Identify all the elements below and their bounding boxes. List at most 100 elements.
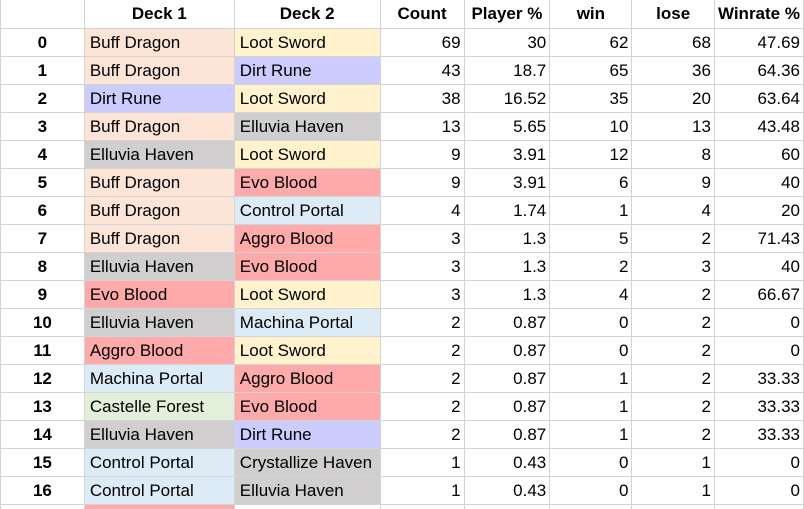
deck2-cell: Evo Blood — [233, 391, 381, 421]
deck2-cell: Crystallize Haven — [233, 447, 381, 477]
winrate-cell: 33.33 — [713, 363, 804, 393]
win-cell: 5 — [549, 223, 633, 253]
header-lose: lose — [631, 0, 715, 29]
row-index: 3 — [0, 111, 85, 141]
lose-cell: 1 — [631, 447, 715, 477]
winrate-cell: 40 — [713, 251, 804, 281]
deck1-cell: Buff Dragon — [83, 167, 235, 197]
count-cell: 9 — [379, 139, 465, 169]
lose-cell: 2 — [631, 335, 715, 365]
deck1-cell: Elluvia Haven — [83, 419, 235, 449]
count-cell: 4 — [379, 195, 465, 225]
row-index: 16 — [0, 475, 85, 505]
deck1-cell: Elluvia Haven — [83, 139, 235, 169]
count-cell: 2 — [379, 391, 465, 421]
deck1-cell: Elluvia Haven — [83, 251, 235, 281]
header-deck2: Deck 2 — [233, 0, 381, 29]
player-pct-cell: 5.65 — [463, 111, 551, 141]
winrate-cell: 0 — [713, 335, 804, 365]
deck1-cell: Buff Dragon — [83, 195, 235, 225]
lose-cell: 13 — [631, 111, 715, 141]
winrate-cell: 66.67 — [713, 279, 804, 309]
table-row: 0 Buff Dragon Loot Sword 69 30 62 68 47.69 — [0, 27, 804, 57]
count-cell: 1 — [379, 475, 465, 505]
row-index: 1 — [0, 55, 85, 85]
lose-cell: 4 — [631, 195, 715, 225]
lose-cell: 2 — [631, 279, 715, 309]
deck2-cell-partial — [233, 503, 381, 509]
deck1-cell-partial — [83, 503, 235, 509]
table-row: 4 Elluvia Haven Loot Sword 9 3.91 12 8 60 — [0, 139, 804, 169]
win-cell: 0 — [549, 335, 633, 365]
row-index: 12 — [0, 363, 85, 393]
winrate-cell: 0 — [713, 475, 804, 505]
player-pct-cell: 3.91 — [463, 139, 551, 169]
header-win: win — [549, 0, 633, 29]
player-pct-cell-partial — [463, 503, 551, 509]
table-row: 13 Castelle Forest Evo Blood 2 0.87 1 2 33.33 — [0, 391, 804, 421]
deck1-cell: Aggro Blood — [83, 335, 235, 365]
winrate-cell: 60 — [713, 139, 804, 169]
header-winrate: Winrate % — [713, 0, 804, 29]
table-row: 5 Buff Dragon Evo Blood 9 3.91 6 9 40 — [0, 167, 804, 197]
lose-cell-partial — [631, 503, 715, 509]
deck2-cell: Loot Sword — [233, 335, 381, 365]
deck2-cell: Elluvia Haven — [233, 111, 381, 141]
header-count: Count — [379, 0, 465, 29]
winrate-cell: 20 — [713, 195, 804, 225]
winrate-cell: 47.69 — [713, 27, 804, 57]
lose-cell: 2 — [631, 391, 715, 421]
count-cell: 2 — [379, 307, 465, 337]
table-row-partial — [0, 503, 804, 509]
deck1-cell: Control Portal — [83, 475, 235, 505]
table-row: 15 Control Portal Crystallize Haven 1 0.43 0 1… — [0, 447, 804, 477]
table-row: 14 Elluvia Haven Dirt Rune 2 0.87 1 2 33.33 — [0, 419, 804, 449]
row-index: 15 — [0, 447, 85, 477]
count-cell: 2 — [379, 363, 465, 393]
deck2-cell: Loot Sword — [233, 279, 381, 309]
header-index — [0, 0, 85, 29]
header-player-pct: Player % — [463, 0, 551, 29]
deck1-cell: Buff Dragon — [83, 55, 235, 85]
deck1-cell: Dirt Rune — [83, 83, 235, 113]
win-cell: 2 — [549, 251, 633, 281]
table-row: 11 Aggro Blood Loot Sword 2 0.87 0 2 0 — [0, 335, 804, 365]
row-index: 5 — [0, 167, 85, 197]
count-cell: 2 — [379, 419, 465, 449]
count-cell: 1 — [379, 447, 465, 477]
player-pct-cell: 0.87 — [463, 363, 551, 393]
lose-cell: 2 — [631, 223, 715, 253]
win-cell: 10 — [549, 111, 633, 141]
deck2-cell: Aggro Blood — [233, 363, 381, 393]
deck1-cell: Castelle Forest — [83, 391, 235, 421]
lose-cell: 2 — [631, 307, 715, 337]
count-cell: 13 — [379, 111, 465, 141]
deck2-cell: Machina Portal — [233, 307, 381, 337]
count-cell: 3 — [379, 279, 465, 309]
player-pct-cell: 0.43 — [463, 475, 551, 505]
win-cell: 0 — [549, 307, 633, 337]
win-cell: 6 — [549, 167, 633, 197]
player-pct-cell: 1.3 — [463, 279, 551, 309]
lose-cell: 2 — [631, 419, 715, 449]
win-cell: 1 — [549, 363, 633, 393]
deck2-cell: Aggro Blood — [233, 223, 381, 253]
player-pct-cell: 0.87 — [463, 419, 551, 449]
table-row: 9 Evo Blood Loot Sword 3 1.3 4 2 66.67 — [0, 279, 804, 309]
winrate-cell: 63.64 — [713, 83, 804, 113]
table-row: 1 Buff Dragon Dirt Rune 43 18.7 65 36 64.36 — [0, 55, 804, 85]
win-cell: 4 — [549, 279, 633, 309]
row-index: 4 — [0, 139, 85, 169]
winrate-cell: 64.36 — [713, 55, 804, 85]
deck2-cell: Evo Blood — [233, 251, 381, 281]
winrate-cell: 43.48 — [713, 111, 804, 141]
deck1-cell: Buff Dragon — [83, 27, 235, 57]
lose-cell: 20 — [631, 83, 715, 113]
win-cell: 35 — [549, 83, 633, 113]
player-pct-cell: 30 — [463, 27, 551, 57]
deck2-cell: Control Portal — [233, 195, 381, 225]
winrate-cell: 0 — [713, 307, 804, 337]
count-cell-partial — [379, 503, 465, 509]
player-pct-cell: 1.3 — [463, 251, 551, 281]
